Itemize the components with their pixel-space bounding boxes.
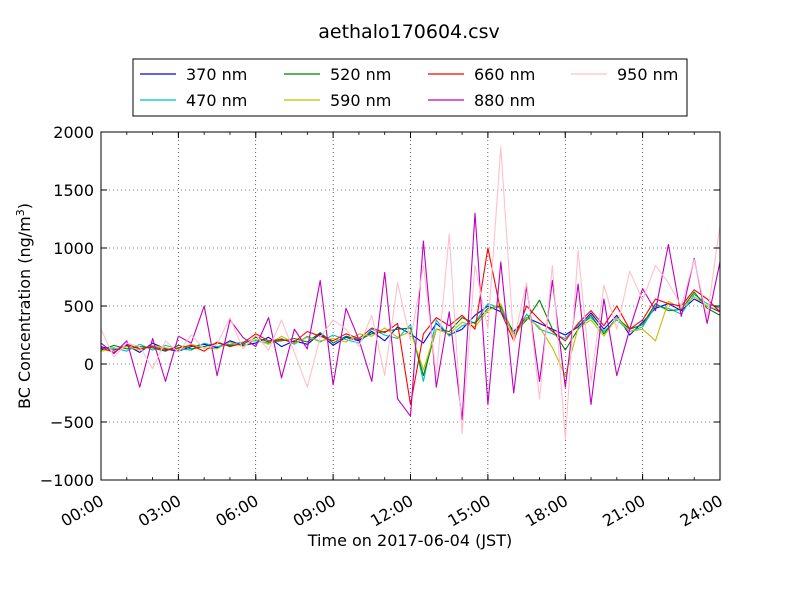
legend-label-590-nm: 590 nm (330, 91, 391, 110)
chart-title: aethalo170604.csv (318, 21, 500, 43)
y-tick-label: 2000 (53, 123, 94, 142)
legend-label-880-nm: 880 nm (474, 91, 535, 110)
series-line-880-nm (101, 212, 720, 421)
series-line-950-nm (101, 146, 720, 440)
legend-box (132, 58, 688, 117)
legend-label-950-nm: 950 nm (617, 65, 678, 84)
y-tick-label: −500 (50, 413, 94, 432)
series-line-470-nm (101, 293, 720, 382)
y-tick-label: 500 (63, 297, 94, 316)
y-axis-title: BC Concentration (ng/m3) (14, 203, 34, 409)
legend: 370 nm 470 nm 520 nm 590 nm 660 nm 880 nm 950 … (132, 58, 688, 117)
y-axis-title-superscript: 3 (14, 209, 27, 216)
series-line-370-nm (101, 298, 720, 353)
legend-label-520-nm: 520 nm (330, 65, 391, 84)
series-layer (101, 146, 720, 440)
legend-label-370-nm: 370 nm (186, 65, 247, 84)
series-line-660-nm (101, 247, 720, 406)
y-axis-title-end: ) (15, 203, 34, 209)
y-tick-label: 1000 (53, 239, 94, 258)
y-tick-label: 0 (84, 355, 94, 374)
y-axis-title-main: BC Concentration (ng/m (15, 216, 34, 409)
x-axis-title: Time on 2017-06-04 (JST) (307, 531, 512, 550)
y-tick-label: 1500 (53, 181, 94, 200)
legend-label-660-nm: 660 nm (474, 65, 535, 84)
legend-label-470-nm: 470 nm (186, 91, 247, 110)
y-tick-label: −1000 (40, 471, 94, 490)
series-line-590-nm (101, 296, 720, 377)
